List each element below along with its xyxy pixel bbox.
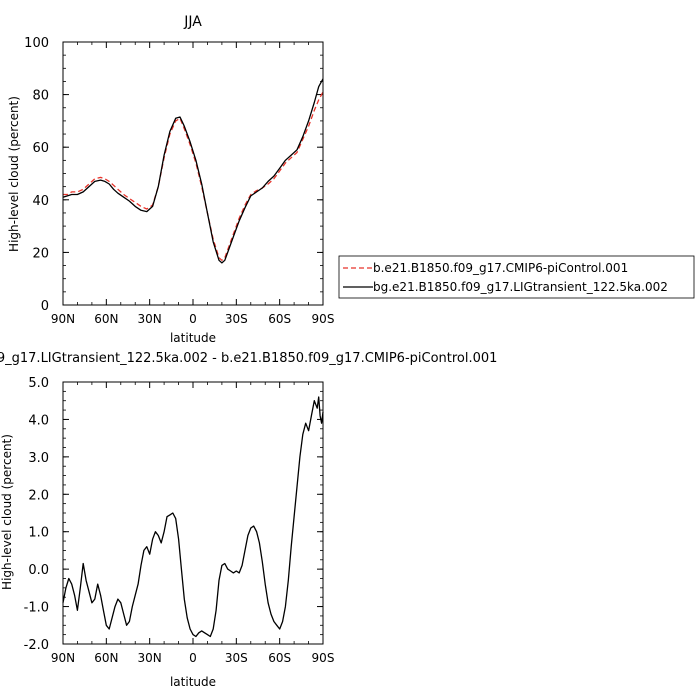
top-x-tick-label: 0 — [189, 312, 197, 326]
top-y-tick-label: 100 — [24, 36, 49, 51]
top-panel: JJA High-level cloud (percent) latitude … — [7, 14, 334, 345]
bottom-y-tick-label: 1.0 — [28, 526, 49, 541]
bottom-y-axis-label: High-level cloud (percent) — [0, 434, 14, 590]
legend-box — [338, 255, 695, 299]
top-y-tick-label: 80 — [32, 89, 49, 104]
bottom-x-tick-label: 60N — [94, 651, 118, 665]
bottom-x-tick-label: 0 — [189, 651, 197, 665]
top-series-line-1 — [62, 78, 324, 264]
bottom-series-line-0 — [62, 396, 324, 638]
top-plot-layer: 90N 60N 30N 0 30S 60S 90S 0 20 40 60 80 100 — [24, 36, 334, 326]
bottom-x-tick-label: 30N — [138, 651, 162, 665]
top-series-line-0 — [63, 91, 324, 261]
bottom-y-tick-label: 3.0 — [28, 451, 49, 466]
legend-label-ligtransient: bg.e21.B1850.f09_g17.LIGtransient_122.5k… — [373, 280, 668, 294]
bottom-x-tick-label: 30S — [225, 651, 248, 665]
top-x-tick-label: 30S — [225, 312, 248, 326]
top-x-tick-label: 90N — [51, 312, 75, 326]
bottom-x-tick-label: 90S — [312, 651, 335, 665]
top-plot-frame — [62, 41, 324, 306]
top-x-tick-label: 30N — [138, 312, 162, 326]
bottom-y-tick-label: 4.0 — [28, 413, 49, 428]
top-y-tick-label: 20 — [32, 246, 49, 261]
bottom-y-tick-label: -1.0 — [24, 601, 49, 616]
top-y-tick-label: 0 — [41, 299, 49, 314]
bottom-plot-layer: 90N 60N 30N 0 30S 60S 90S -2.0 -1.0 0.0 1.0 2.0 3.0 4… — [24, 376, 335, 665]
top-x-tick-label: 60S — [268, 312, 291, 326]
bottom-y-tick-label: 2.0 — [28, 488, 49, 503]
bottom-plot-frame — [62, 381, 324, 645]
bottom-x-tick-label: 90N — [51, 651, 75, 665]
bottom-y-tick-label: 5.0 — [28, 376, 49, 391]
top-y-tick-label: 60 — [32, 141, 49, 156]
bottom-x-tick-label: 60S — [268, 651, 291, 665]
legend: b.e21.B1850.f09_g17.CMIP6-piControl.001 … — [338, 255, 695, 299]
bottom-y-tick-label: 0.0 — [28, 563, 49, 578]
bottom-x-axis-label: latitude — [170, 675, 216, 689]
bottom-y-tick-label: -2.0 — [24, 638, 49, 653]
top-x-tick-label: 90S — [312, 312, 335, 326]
bottom-title: bg.e21.B1850.f09_g17.LIGtransient_122.5k… — [0, 351, 497, 366]
top-y-axis-label: High-level cloud (percent) — [7, 96, 21, 252]
top-x-tick-label: 60N — [94, 312, 118, 326]
bottom-panel: bg.e21.B1850.f09_g17.LIGtransient_122.5k… — [0, 351, 497, 689]
top-x-axis-label: latitude — [170, 331, 216, 345]
top-title: JJA — [183, 14, 202, 30]
legend-label-picontrol: b.e21.B1850.f09_g17.CMIP6-piControl.001 — [373, 261, 628, 275]
top-y-tick-label: 40 — [32, 194, 49, 209]
